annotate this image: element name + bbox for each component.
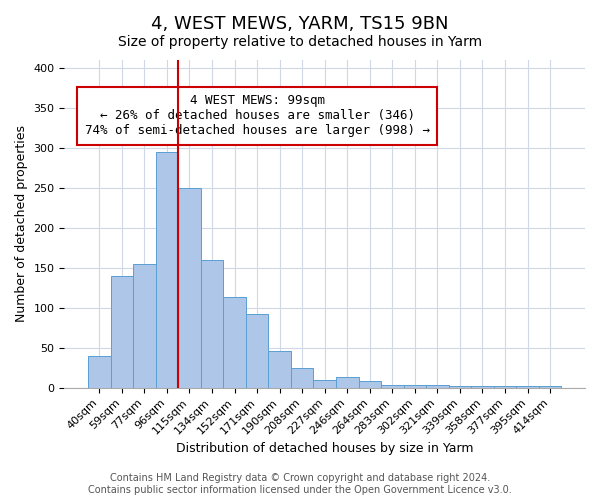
Bar	[494, 386, 516, 388]
Bar	[404, 386, 426, 388]
Bar	[291, 368, 313, 388]
Bar	[471, 386, 494, 388]
Bar	[336, 378, 359, 388]
Bar	[110, 276, 133, 388]
Bar	[88, 356, 110, 388]
Bar	[201, 260, 223, 388]
X-axis label: Distribution of detached houses by size in Yarm: Distribution of detached houses by size …	[176, 442, 473, 455]
Bar	[268, 351, 291, 388]
Bar	[178, 188, 201, 388]
Bar	[516, 386, 539, 388]
Text: 4, WEST MEWS, YARM, TS15 9BN: 4, WEST MEWS, YARM, TS15 9BN	[151, 15, 449, 33]
Bar	[246, 314, 268, 388]
Bar	[155, 152, 178, 388]
Bar	[223, 298, 246, 388]
Bar	[313, 380, 336, 388]
Text: Size of property relative to detached houses in Yarm: Size of property relative to detached ho…	[118, 35, 482, 49]
Text: Contains HM Land Registry data © Crown copyright and database right 2024.
Contai: Contains HM Land Registry data © Crown c…	[88, 474, 512, 495]
Bar	[539, 386, 562, 388]
Bar	[133, 264, 155, 388]
Y-axis label: Number of detached properties: Number of detached properties	[15, 126, 28, 322]
Bar	[359, 382, 381, 388]
Bar	[449, 386, 471, 388]
Bar	[381, 386, 404, 388]
Bar	[426, 386, 449, 388]
Text: 4 WEST MEWS: 99sqm
← 26% of detached houses are smaller (346)
74% of semi-detach: 4 WEST MEWS: 99sqm ← 26% of detached hou…	[85, 94, 430, 137]
